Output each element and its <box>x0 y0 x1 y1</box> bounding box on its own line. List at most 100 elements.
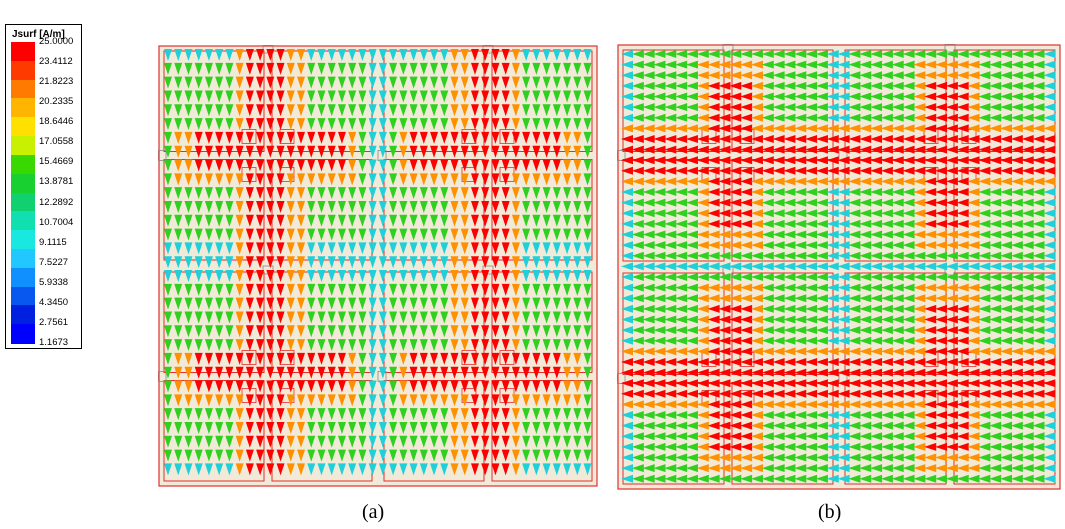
current-arrow <box>740 188 753 197</box>
current-arrow <box>859 188 872 197</box>
current-arrow <box>685 336 698 345</box>
current-arrow <box>522 421 531 434</box>
current-arrow <box>805 304 818 313</box>
current-arrow <box>935 177 948 186</box>
current-arrow <box>750 262 763 271</box>
current-arrow <box>491 131 500 144</box>
current-arrow <box>664 230 677 239</box>
current-arrow <box>675 145 688 154</box>
current-arrow <box>989 464 1002 473</box>
current-arrow <box>307 380 316 393</box>
current-arrow <box>399 200 408 213</box>
current-arrow <box>1000 326 1013 335</box>
current-arrow <box>675 241 688 250</box>
current-arrow <box>1000 273 1013 281</box>
current-arrow <box>256 214 265 227</box>
current-arrow <box>718 400 731 409</box>
current-arrow <box>685 60 698 69</box>
current-arrow <box>978 198 991 207</box>
current-arrow <box>794 71 807 80</box>
current-arrow <box>837 81 850 90</box>
current-arrow <box>848 219 861 228</box>
current-arrow <box>924 230 937 239</box>
current-arrow <box>783 50 796 58</box>
current-arrow <box>794 326 807 335</box>
current-arrow <box>501 131 510 144</box>
current-arrow <box>348 270 357 282</box>
current-arrow <box>859 464 872 473</box>
current-arrow <box>327 339 336 352</box>
current-arrow <box>685 177 698 186</box>
current-arrow <box>978 113 991 122</box>
patch-outline <box>491 159 593 261</box>
current-arrow <box>664 124 677 133</box>
current-arrow <box>805 241 818 250</box>
current-arrow <box>740 230 753 239</box>
current-arrow <box>631 156 644 165</box>
current-arrow <box>826 442 839 451</box>
current-arrow <box>573 297 582 310</box>
current-arrow <box>956 145 969 154</box>
current-arrow <box>815 474 828 483</box>
current-arrow <box>399 159 408 172</box>
current-arrow <box>194 90 203 103</box>
current-arrow <box>430 408 439 421</box>
current-arrow <box>470 449 479 462</box>
current-arrow <box>174 449 183 462</box>
legend-swatch <box>11 230 35 250</box>
current-arrow <box>522 104 531 117</box>
current-arrow <box>1032 326 1045 335</box>
current-arrow <box>245 408 254 421</box>
current-arrow <box>750 273 763 281</box>
current-arrow <box>358 449 367 462</box>
current-arrow <box>245 380 254 393</box>
current-arrow <box>718 81 731 90</box>
current-arrow <box>552 104 561 117</box>
current-arrow <box>1043 336 1056 345</box>
current-arrow <box>794 464 807 473</box>
current-arrow <box>924 400 937 409</box>
current-arrow <box>718 421 731 430</box>
current-arrow <box>1010 273 1023 281</box>
current-arrow <box>696 113 709 122</box>
current-arrow <box>924 442 937 451</box>
current-arrow <box>358 325 367 338</box>
current-arrow <box>685 273 698 281</box>
current-arrow <box>1043 60 1056 69</box>
current-arrow <box>750 294 763 303</box>
current-arrow <box>470 214 479 227</box>
current-arrow <box>718 326 731 335</box>
legend-color-bar <box>11 42 35 344</box>
current-arrow <box>307 463 316 476</box>
current-arrow <box>924 389 937 398</box>
current-arrow <box>1021 273 1034 281</box>
current-arrow <box>870 103 883 112</box>
feed-stub <box>617 373 626 384</box>
current-arrow <box>675 188 688 197</box>
current-arrow <box>542 256 551 269</box>
current-arrow <box>194 228 203 241</box>
current-arrow <box>891 336 904 345</box>
current-arrow <box>967 336 980 345</box>
current-arrow <box>286 297 295 310</box>
current-arrow <box>880 368 893 377</box>
current-arrow <box>399 283 408 296</box>
current-arrow <box>552 131 561 144</box>
current-arrow <box>563 449 572 462</box>
current-arrow <box>563 104 572 117</box>
current-arrow <box>707 156 720 165</box>
current-arrow <box>1000 198 1013 207</box>
current-arrow <box>729 241 742 250</box>
current-arrow <box>653 166 666 175</box>
current-arrow <box>956 71 969 80</box>
current-arrow <box>956 464 969 473</box>
current-arrow <box>337 449 346 462</box>
current-arrow <box>891 453 904 462</box>
current-arrow <box>481 131 490 144</box>
current-arrow <box>989 145 1002 154</box>
current-arrow <box>235 352 244 365</box>
current-arrow <box>729 411 742 420</box>
current-arrow <box>718 453 731 462</box>
current-arrow <box>642 411 655 420</box>
current-arrow <box>215 118 224 131</box>
